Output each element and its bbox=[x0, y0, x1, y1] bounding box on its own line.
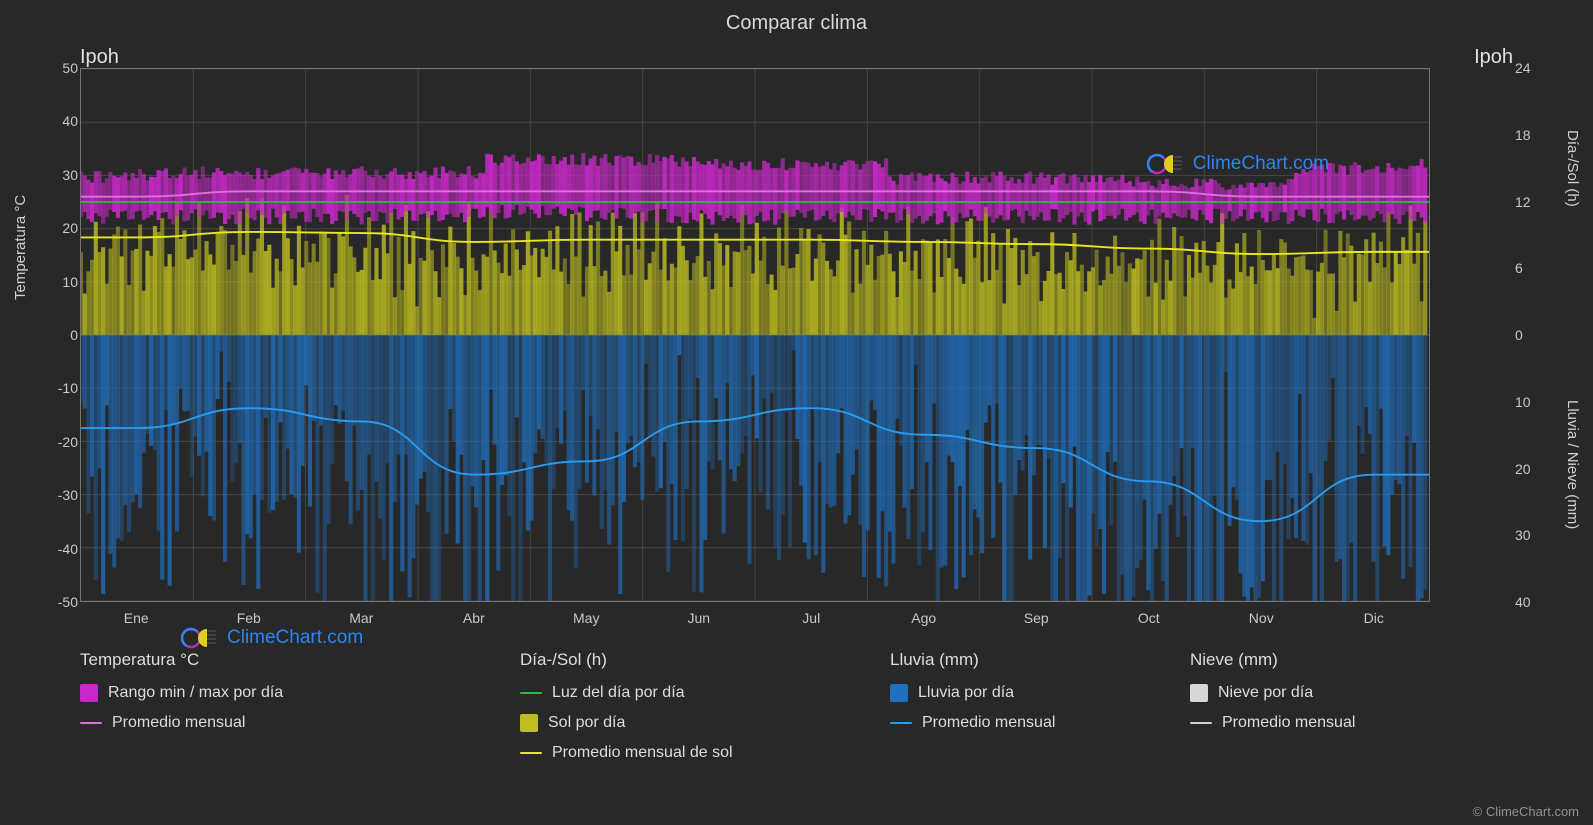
x-tick-month: Sep bbox=[1024, 610, 1049, 626]
x-tick-month: May bbox=[573, 610, 599, 626]
x-axis: Ene Feb Mar Abr May Jun Jul Ago Sep Oct Nov Dic bbox=[80, 606, 1430, 632]
y-tick-right: 24 bbox=[1515, 60, 1555, 76]
legend-item: Nieve por día bbox=[1190, 684, 1430, 702]
legend-col-daysun: Día-/Sol (h) Luz del día por día Sol por … bbox=[520, 650, 890, 762]
y-tick-right: 0 bbox=[1515, 327, 1555, 343]
legend-item: Lluvia por día bbox=[890, 684, 1190, 702]
x-tick-month: Jun bbox=[687, 610, 710, 626]
legend-col-snow: Nieve (mm) Nieve por día Promedio mensual bbox=[1190, 650, 1430, 762]
x-tick-month: Mar bbox=[349, 610, 373, 626]
x-tick-month: Jul bbox=[802, 610, 820, 626]
y-axis-right-top-label: Día-/Sol (h) bbox=[1564, 130, 1581, 207]
plot-area: ClimeChart.com ClimeChart.com bbox=[80, 68, 1430, 602]
legend-line-icon bbox=[520, 752, 542, 754]
legend-swatch-icon bbox=[890, 684, 908, 702]
legend-item: Sol por día bbox=[520, 714, 890, 732]
legend-header: Lluvia (mm) bbox=[890, 650, 1190, 670]
legend-label: Promedio mensual bbox=[112, 714, 245, 732]
location-label-right: Ipoh bbox=[1474, 46, 1513, 69]
legend-label: Sol por día bbox=[548, 714, 625, 732]
x-tick-month: Dic bbox=[1364, 610, 1384, 626]
y-tick-left: 30 bbox=[38, 167, 78, 183]
legend-item: Luz del día por día bbox=[520, 684, 890, 702]
legend-item: Promedio mensual de sol bbox=[520, 744, 890, 762]
legend-col-rain: Lluvia (mm) Lluvia por día Promedio mensu… bbox=[890, 650, 1190, 762]
watermark-top: ClimeChart.com bbox=[1147, 153, 1329, 175]
x-tick-month: Oct bbox=[1138, 610, 1160, 626]
legend-swatch-icon bbox=[520, 714, 538, 732]
legend-line-icon bbox=[1190, 722, 1212, 724]
y-tick-right: 18 bbox=[1515, 127, 1555, 143]
y-tick-left: -30 bbox=[38, 487, 78, 503]
legend-label: Lluvia por día bbox=[918, 684, 1014, 702]
copyright-text: © ClimeChart.com bbox=[1473, 804, 1579, 819]
y-tick-right: 40 bbox=[1515, 594, 1555, 610]
y-tick-left: -50 bbox=[38, 594, 78, 610]
legend-item: Promedio mensual bbox=[80, 714, 520, 732]
y-tick-left: 50 bbox=[38, 60, 78, 76]
climechart-logo-icon bbox=[1147, 153, 1187, 175]
legend-label: Promedio mensual bbox=[922, 714, 1055, 732]
y-tick-left: 0 bbox=[38, 327, 78, 343]
legend-line-icon bbox=[890, 722, 912, 724]
y-axis-left-label: Temperatura °C bbox=[12, 195, 29, 300]
legend-label: Promedio mensual de sol bbox=[552, 744, 733, 762]
legend-header: Nieve (mm) bbox=[1190, 650, 1430, 670]
watermark-text: ClimeChart.com bbox=[1193, 153, 1329, 175]
y-tick-right: 12 bbox=[1515, 194, 1555, 210]
legend-header: Día-/Sol (h) bbox=[520, 650, 890, 670]
x-tick-month: Nov bbox=[1249, 610, 1274, 626]
y-axis-right: 2418126010203040 bbox=[1515, 68, 1555, 602]
legend-label: Luz del día por día bbox=[552, 684, 685, 702]
legend-line-icon bbox=[520, 692, 542, 694]
x-tick-month: Ene bbox=[124, 610, 149, 626]
y-tick-right: 20 bbox=[1515, 461, 1555, 477]
y-tick-left: -20 bbox=[38, 434, 78, 450]
y-tick-right: 6 bbox=[1515, 260, 1555, 276]
climate-chart: Comparar clima Ipoh Ipoh Temperatura °C … bbox=[0, 0, 1593, 825]
legend-line-icon bbox=[80, 722, 102, 724]
y-tick-left: -10 bbox=[38, 380, 78, 396]
legend-item: Promedio mensual bbox=[1190, 714, 1430, 732]
legend-label: Nieve por día bbox=[1218, 684, 1313, 702]
x-tick-month: Abr bbox=[463, 610, 485, 626]
x-tick-month: Ago bbox=[911, 610, 936, 626]
x-tick-month: Feb bbox=[237, 610, 261, 626]
chart-title: Comparar clima bbox=[0, 12, 1593, 35]
y-tick-right: 10 bbox=[1515, 394, 1555, 410]
y-tick-left: 10 bbox=[38, 274, 78, 290]
y-axis-left: 50403020100-10-20-30-40-50 bbox=[38, 68, 78, 602]
y-tick-left: 20 bbox=[38, 220, 78, 236]
legend-swatch-icon bbox=[1190, 684, 1208, 702]
legend-header: Temperatura °C bbox=[80, 650, 520, 670]
legend-item: Promedio mensual bbox=[890, 714, 1190, 732]
legend-col-temperature: Temperatura °C Rango min / max por día Pr… bbox=[80, 650, 520, 762]
y-tick-left: 40 bbox=[38, 113, 78, 129]
legend-label: Rango min / max por día bbox=[108, 684, 283, 702]
y-tick-right: 30 bbox=[1515, 527, 1555, 543]
y-axis-right-bottom-label: Lluvia / Nieve (mm) bbox=[1564, 400, 1581, 529]
location-label-left: Ipoh bbox=[80, 46, 119, 69]
legend-swatch-icon bbox=[80, 684, 98, 702]
legend-item: Rango min / max por día bbox=[80, 684, 520, 702]
legend-label: Promedio mensual bbox=[1222, 714, 1355, 732]
legend: Temperatura °C Rango min / max por día Pr… bbox=[80, 650, 1430, 762]
y-tick-left: -40 bbox=[38, 541, 78, 557]
